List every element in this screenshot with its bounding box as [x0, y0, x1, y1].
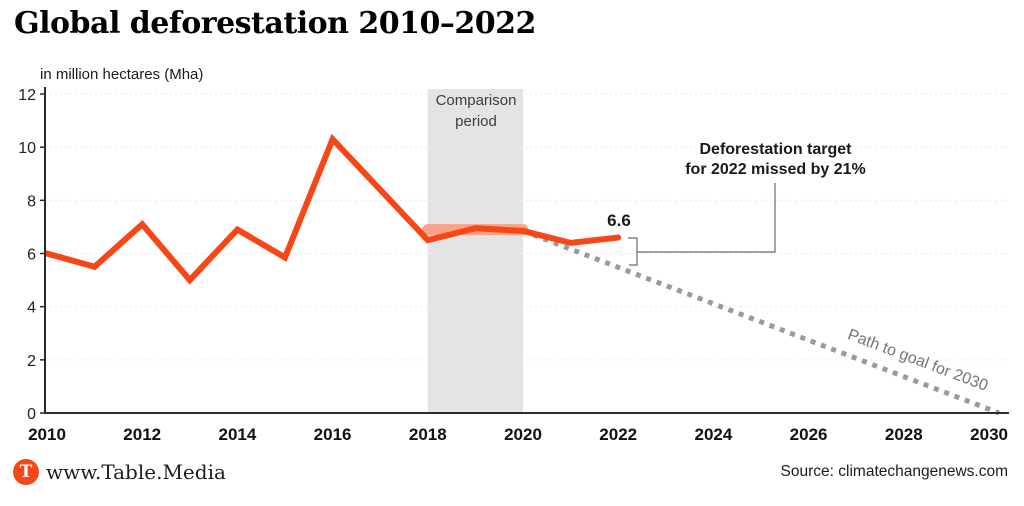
comparison-period-label: Comparison period [435, 92, 517, 130]
x-tick-label: 2010 [28, 425, 66, 444]
x-tick-label: 2030 [970, 425, 1008, 444]
deforestation-line [44, 133, 622, 285]
y-axis-unit-label: in million hectares (Mha) [40, 66, 204, 83]
x-tick-label: 2014 [218, 425, 256, 444]
x-tick-label: 2028 [885, 425, 923, 444]
x-tick-label: 2022 [599, 425, 637, 444]
footer-source-text: Source: climatechangenews.com [780, 463, 1008, 480]
x-tick-label: 2012 [123, 425, 161, 444]
target-path-dotted-line [522, 228, 1000, 416]
table-media-logo-icon: T [13, 459, 39, 485]
target-missed-annotation: Deforestation target for 2022 missed by … [685, 141, 866, 178]
x-tick-label: 2018 [409, 425, 447, 444]
x-tick-label: 2026 [790, 425, 828, 444]
y-tick-label: 6 [27, 247, 36, 264]
x-tick-label: 2024 [694, 425, 732, 444]
y-tick-label: 2 [27, 353, 36, 370]
target-callout-line [628, 183, 776, 266]
value-label-2022: 6.6 [607, 211, 631, 230]
y-tick-label: 12 [18, 87, 36, 104]
x-tick-label: 2020 [504, 425, 542, 444]
chart-title: Global deforestation 2010–2022 [14, 6, 536, 41]
y-tick-label: 0 [27, 406, 36, 423]
y-tick-label: 10 [18, 140, 36, 157]
comparison-period-band [427, 89, 523, 412]
y-tick-label: 4 [27, 300, 36, 317]
y-tick-label: 8 [27, 193, 36, 210]
footer-site-text: www.Table.Media [46, 460, 226, 484]
x-tick-label: 2016 [314, 425, 352, 444]
footer: T www.Table.Media Source: climatechangen… [0, 455, 1024, 491]
